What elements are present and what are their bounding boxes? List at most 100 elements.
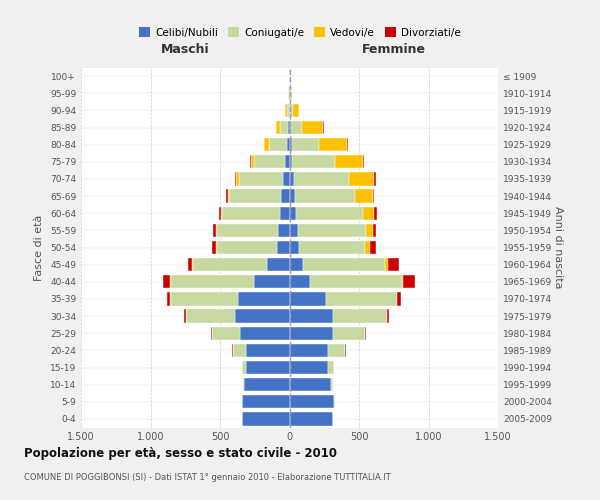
Bar [373,224,376,237]
Bar [334,395,335,408]
Bar [331,378,333,392]
Bar [287,138,290,151]
Bar [218,206,221,220]
Bar [388,258,400,272]
Bar [170,275,254,288]
Bar [277,241,290,254]
Bar [212,326,240,340]
Bar [283,172,290,186]
Bar [290,395,334,408]
Bar [280,121,288,134]
Bar [385,258,388,272]
Bar [326,292,397,306]
Bar [387,310,389,323]
Bar [290,86,292,100]
Bar [247,344,290,357]
Bar [292,155,335,168]
Bar [266,258,290,272]
Bar [290,104,293,117]
Bar [296,206,363,220]
Bar [222,206,280,220]
Bar [217,241,277,254]
Bar [402,275,403,288]
Bar [290,138,292,151]
Bar [286,104,287,117]
Bar [250,155,251,168]
Bar [170,292,238,306]
Bar [244,378,290,392]
Text: Maschi: Maschi [161,42,209,56]
Bar [227,190,229,203]
Bar [186,310,235,323]
Bar [290,121,291,134]
Bar [226,190,227,203]
Bar [288,121,290,134]
Bar [167,292,170,306]
Bar [332,326,365,340]
Bar [290,190,295,203]
Bar [291,121,302,134]
Bar [290,275,310,288]
Text: Popolazione per età, sesso e stato civile - 2010: Popolazione per età, sesso e stato civil… [24,448,337,460]
Bar [286,155,290,168]
Bar [292,138,319,151]
Bar [188,258,192,272]
Bar [403,275,415,288]
Bar [290,326,332,340]
Bar [370,241,376,254]
Bar [374,206,377,220]
Bar [280,206,290,220]
Bar [233,344,247,357]
Bar [290,412,332,426]
Bar [217,224,278,237]
Bar [265,138,269,151]
Bar [298,224,366,237]
Bar [216,224,217,237]
Bar [290,310,332,323]
Bar [184,310,185,323]
Bar [242,361,246,374]
Bar [365,241,370,254]
Bar [290,155,292,168]
Bar [374,172,376,186]
Bar [363,155,364,168]
Bar [235,310,290,323]
Bar [304,258,385,272]
Bar [290,206,296,220]
Bar [373,190,374,203]
Bar [287,104,289,117]
Text: COMUNE DI POGGIBONSI (SI) - Dati ISTAT 1° gennaio 2010 - Elaborazione TUTTITALIA: COMUNE DI POGGIBONSI (SI) - Dati ISTAT 1… [24,472,391,482]
Bar [290,292,326,306]
Bar [243,378,244,392]
Bar [213,224,216,237]
Bar [319,138,347,151]
Bar [295,190,355,203]
Bar [293,104,299,117]
Bar [290,344,328,357]
Bar [221,206,222,220]
Bar [251,155,254,168]
Bar [289,104,290,117]
Bar [278,224,290,237]
Bar [290,172,293,186]
Bar [238,292,290,306]
Bar [328,361,334,374]
Bar [193,258,266,272]
Bar [163,275,170,288]
Bar [310,275,402,288]
Bar [349,172,374,186]
Bar [355,190,373,203]
Bar [293,172,349,186]
Bar [290,361,328,374]
Bar [290,241,299,254]
Bar [290,258,304,272]
Bar [275,121,280,134]
Bar [290,378,331,392]
Bar [242,412,290,426]
Bar [290,224,298,237]
Text: Femmine: Femmine [362,42,426,56]
Bar [232,344,233,357]
Bar [269,138,287,151]
Bar [246,361,290,374]
Bar [212,241,216,254]
